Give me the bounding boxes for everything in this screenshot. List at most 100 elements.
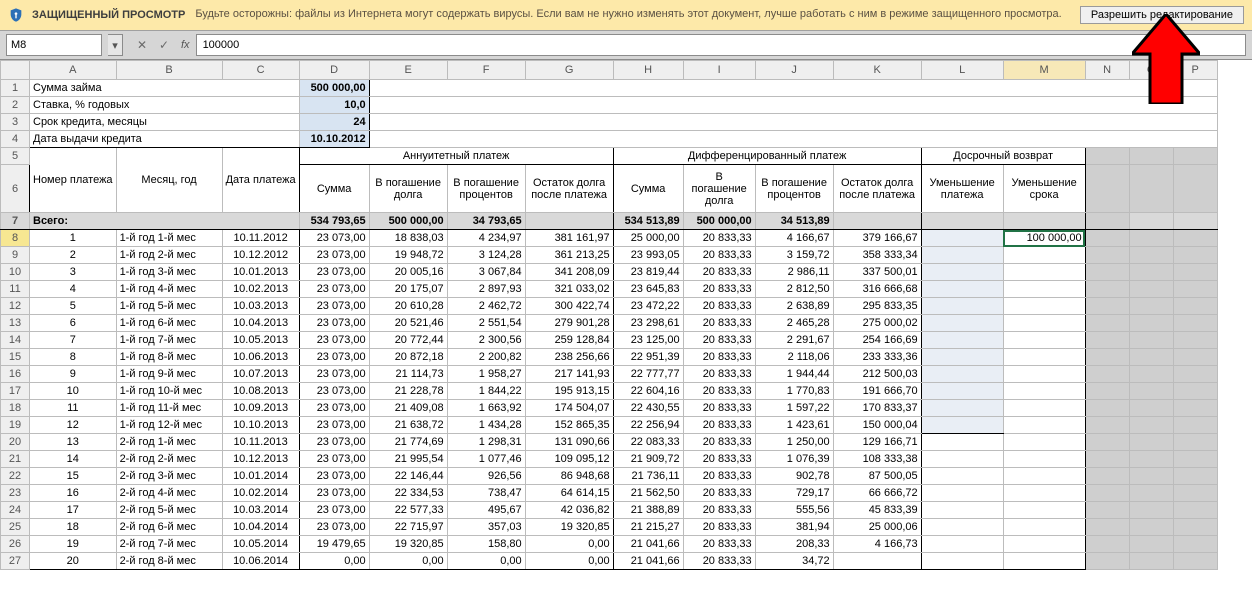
row-header-13[interactable]: 13 (1, 315, 30, 332)
row-header-8[interactable]: 8 (1, 230, 30, 247)
col-header-M[interactable]: M (1003, 61, 1085, 80)
col-header-B[interactable]: B (116, 61, 222, 80)
row-header-9[interactable]: 9 (1, 247, 30, 264)
row-header-27[interactable]: 27 (1, 553, 30, 570)
row-header-16[interactable]: 16 (1, 366, 30, 383)
cell-M[interactable] (1003, 468, 1085, 485)
col-header-L[interactable]: L (921, 61, 1003, 80)
cell-L[interactable] (921, 502, 1003, 519)
cell-M[interactable] (1003, 400, 1085, 417)
col-header-G[interactable]: G (525, 61, 613, 80)
cell[interactable]: 6 (30, 315, 117, 332)
cell[interactable]: 13 (30, 434, 117, 451)
row-header-24[interactable]: 24 (1, 502, 30, 519)
fx-icon[interactable]: fx (181, 39, 190, 51)
row-header-11[interactable]: 11 (1, 281, 30, 298)
col-header-A[interactable]: A (30, 61, 117, 80)
cell-M[interactable] (1003, 264, 1085, 281)
cell-M[interactable] (1003, 247, 1085, 264)
cell[interactable]: 4 (30, 281, 117, 298)
cell-M[interactable] (1003, 315, 1085, 332)
cell[interactable]: 19 (30, 536, 117, 553)
row-header-12[interactable]: 12 (1, 298, 30, 315)
cell[interactable]: 8 (30, 349, 117, 366)
cell-L[interactable] (921, 468, 1003, 485)
cell-M[interactable] (1003, 553, 1085, 570)
row-header-20[interactable]: 20 (1, 434, 30, 451)
row-header-23[interactable]: 23 (1, 485, 30, 502)
cell[interactable]: 3 (30, 264, 117, 281)
cell-M[interactable] (1003, 434, 1085, 451)
param-value[interactable]: 500 000,00 (299, 80, 369, 97)
row-header-6[interactable]: 6 (1, 165, 30, 213)
row-header-26[interactable]: 26 (1, 536, 30, 553)
col-header-F[interactable]: F (447, 61, 525, 80)
row-header-3[interactable]: 3 (1, 114, 30, 131)
cell[interactable]: 10 (30, 383, 117, 400)
cell-L[interactable] (921, 417, 1003, 434)
cell-M[interactable] (1003, 485, 1085, 502)
cell[interactable]: 18 (30, 519, 117, 536)
cell-M[interactable] (1003, 417, 1085, 434)
cell-L[interactable] (921, 553, 1003, 570)
row-header-19[interactable]: 19 (1, 417, 30, 434)
row-header-1[interactable]: 1 (1, 80, 30, 97)
enable-editing-button[interactable]: Разрешить редактирование (1080, 6, 1244, 24)
col-header-O[interactable]: O (1129, 61, 1173, 80)
cell-M[interactable] (1003, 383, 1085, 400)
cell[interactable]: 9 (30, 366, 117, 383)
cell-L[interactable] (921, 281, 1003, 298)
row-header-14[interactable]: 14 (1, 332, 30, 349)
col-header-N[interactable]: N (1085, 61, 1129, 80)
cell-L[interactable] (921, 485, 1003, 502)
cell-L[interactable] (921, 383, 1003, 400)
cell-M[interactable] (1003, 366, 1085, 383)
row-header-2[interactable]: 2 (1, 97, 30, 114)
cell-L[interactable] (921, 536, 1003, 553)
cell-M[interactable] (1003, 332, 1085, 349)
col-header-K[interactable]: K (833, 61, 921, 80)
enter-icon[interactable]: ✓ (153, 35, 175, 55)
col-header-D[interactable]: D (299, 61, 369, 80)
row-header-21[interactable]: 21 (1, 451, 30, 468)
cell-L[interactable] (921, 434, 1003, 451)
cell-M[interactable] (1003, 281, 1085, 298)
cell-L[interactable] (921, 247, 1003, 264)
cell[interactable]: 16 (30, 485, 117, 502)
col-header-C[interactable]: C (222, 61, 299, 80)
row-header-4[interactable]: 4 (1, 131, 30, 148)
spreadsheet-grid[interactable]: ABCDEFGHIJKLMNOP1Сумма займа500 000,002С… (0, 60, 1252, 570)
cell-M[interactable] (1003, 502, 1085, 519)
cell-M[interactable] (1003, 536, 1085, 553)
col-header-J[interactable]: J (755, 61, 833, 80)
cell-L[interactable] (921, 451, 1003, 468)
formula-input[interactable]: 100000 (196, 34, 1246, 56)
cell-L[interactable] (921, 230, 1003, 247)
cell[interactable]: 17 (30, 502, 117, 519)
cell[interactable]: 15 (30, 468, 117, 485)
cell[interactable]: 14 (30, 451, 117, 468)
cell-M[interactable] (1003, 298, 1085, 315)
cell[interactable]: 5 (30, 298, 117, 315)
cell[interactable]: 1 (30, 230, 117, 247)
cell-L[interactable] (921, 315, 1003, 332)
col-header-H[interactable]: H (613, 61, 683, 80)
cell[interactable]: 2 (30, 247, 117, 264)
col-header-I[interactable]: I (683, 61, 755, 80)
cell[interactable]: 11 (30, 400, 117, 417)
row-header-7[interactable]: 7 (1, 213, 30, 230)
cell-L[interactable] (921, 400, 1003, 417)
col-header-E[interactable]: E (369, 61, 447, 80)
row-header-17[interactable]: 17 (1, 383, 30, 400)
cell-M[interactable] (1003, 519, 1085, 536)
row-header-25[interactable]: 25 (1, 519, 30, 536)
cancel-icon[interactable]: ✕ (131, 35, 153, 55)
cell-M[interactable]: 100 000,00 (1003, 230, 1085, 247)
select-all-corner[interactable] (1, 61, 30, 80)
row-header-10[interactable]: 10 (1, 264, 30, 281)
cell-L[interactable] (921, 349, 1003, 366)
col-header-P[interactable]: P (1173, 61, 1217, 80)
row-header-15[interactable]: 15 (1, 349, 30, 366)
cell-L[interactable] (921, 366, 1003, 383)
cell-M[interactable] (1003, 349, 1085, 366)
